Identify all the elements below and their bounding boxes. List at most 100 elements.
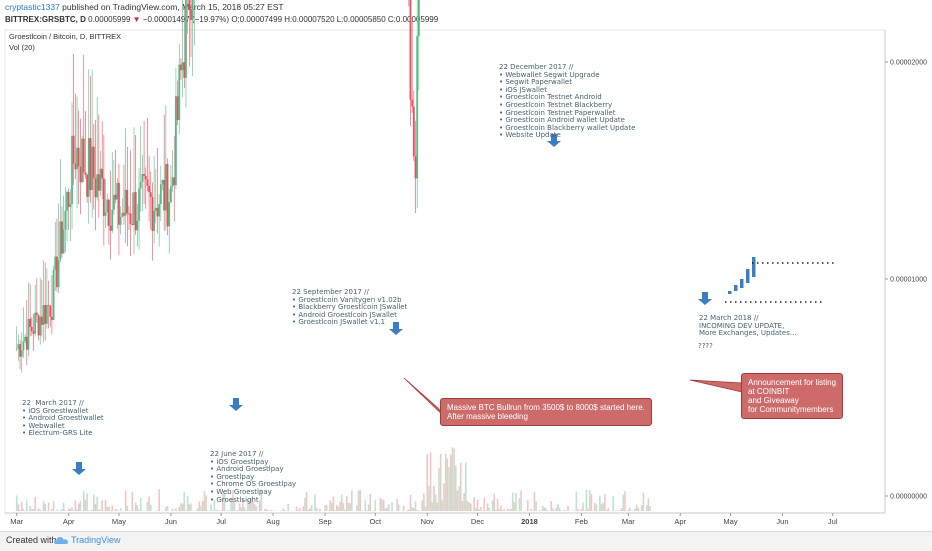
x-tick-label: Feb <box>575 517 588 526</box>
volume-bar <box>411 507 413 511</box>
volume-bar <box>453 448 455 511</box>
volume-bar <box>98 509 100 511</box>
volume-bar <box>498 509 500 511</box>
candle-body <box>130 214 132 224</box>
volume-bar <box>21 502 23 511</box>
volume-bar <box>604 494 606 511</box>
growth-bars-icon <box>752 257 756 277</box>
candle-body <box>141 174 143 182</box>
volume-bar <box>202 501 204 511</box>
volume-bar <box>358 490 360 511</box>
candle-body <box>143 174 145 176</box>
candle-body <box>140 182 142 189</box>
candle-body <box>19 344 21 357</box>
volume-bar <box>478 509 480 511</box>
volume-bar <box>220 510 222 511</box>
volume-bar <box>229 510 231 511</box>
volume-bar <box>58 510 60 511</box>
release-annotation: 22 March 2018 // INCOMING DEV UPDATE, Mo… <box>699 315 797 338</box>
volume-bar <box>140 498 142 511</box>
volume-bar <box>423 493 425 511</box>
volume-bar <box>555 507 557 511</box>
candle-body <box>116 183 118 200</box>
volume-bar <box>178 507 180 511</box>
volume-bar <box>426 454 428 511</box>
volume-bar <box>448 467 450 511</box>
candle-body <box>96 174 98 197</box>
volume-bar <box>245 510 247 511</box>
candle-body <box>118 183 120 225</box>
volume-bar <box>380 498 382 511</box>
volume-bar <box>302 506 304 511</box>
release-annotation: 22 December 2017 // • Webwallet Segwit U… <box>499 64 635 140</box>
volume-bar <box>428 486 430 511</box>
candle-body <box>138 188 140 220</box>
x-tick-label: 2018 <box>521 517 538 526</box>
candle-body <box>34 313 36 334</box>
candle-body <box>105 212 107 216</box>
volume-bar <box>460 463 462 511</box>
volume-bar <box>306 492 308 511</box>
growth-bars-icon <box>746 269 750 283</box>
candle-body <box>128 213 130 214</box>
volume-bar <box>552 508 554 511</box>
candle-body <box>16 349 18 350</box>
candle-body <box>133 192 135 225</box>
volume-bar <box>507 508 509 511</box>
volume-bar <box>364 500 366 511</box>
volume-bar <box>527 500 529 511</box>
volume-bar <box>309 508 311 511</box>
volume-bar <box>510 509 512 511</box>
price-chart[interactable]: 0.000210000.000200000.000190000.00018000… <box>0 0 932 531</box>
candle-body <box>18 344 20 349</box>
candle-body <box>123 213 125 216</box>
candle-body <box>29 319 31 327</box>
tradingview-brand[interactable]: TradingView <box>71 535 121 545</box>
volume-bar <box>53 501 55 511</box>
volume-bar <box>594 503 596 511</box>
candle-body <box>69 204 71 207</box>
volume-bar <box>649 506 651 511</box>
candle-body <box>125 190 127 216</box>
volume-bar <box>199 501 201 511</box>
candle-body <box>152 197 154 231</box>
volume-bar <box>185 510 187 511</box>
volume-bar <box>341 495 343 511</box>
volume-bar <box>509 509 511 511</box>
volume-bar <box>416 510 418 511</box>
x-tick-label: May <box>723 517 737 526</box>
volume-bar <box>138 510 140 511</box>
volume-bar <box>83 491 85 511</box>
volume-bar <box>175 508 177 511</box>
volume-bar <box>296 506 298 511</box>
candle-body <box>98 174 100 190</box>
volume-bar <box>23 509 25 511</box>
volume-bar <box>319 509 321 511</box>
volume-bar <box>477 500 479 511</box>
volume-bar <box>120 508 122 511</box>
volume-bar <box>299 508 301 511</box>
candle-body <box>44 305 46 324</box>
volume-bar <box>205 495 207 511</box>
volume-bar <box>331 503 333 511</box>
x-tick-label: Apr <box>674 517 686 526</box>
volume-bar <box>304 498 306 511</box>
y-tick-label: 0.00002000 <box>890 60 927 67</box>
volume-bar <box>599 496 601 511</box>
volume-bar <box>271 510 273 511</box>
volume-bar <box>386 508 388 511</box>
volume-bar <box>418 510 420 511</box>
candle-body <box>51 317 53 320</box>
candle-body <box>126 190 128 214</box>
volume-bar <box>348 503 350 511</box>
volume-bar <box>534 492 536 511</box>
volume-bar <box>634 509 636 511</box>
volume-bar <box>391 502 393 511</box>
volume-bar <box>86 493 88 511</box>
volume-bar <box>65 510 67 511</box>
volume-bar <box>480 507 482 511</box>
volume-bar <box>576 492 578 511</box>
candle-body <box>26 337 28 350</box>
volume-bar <box>349 503 351 511</box>
bullrun-callout: Massive BTC Bullrun from 3500$ to 8000$ … <box>440 398 652 426</box>
